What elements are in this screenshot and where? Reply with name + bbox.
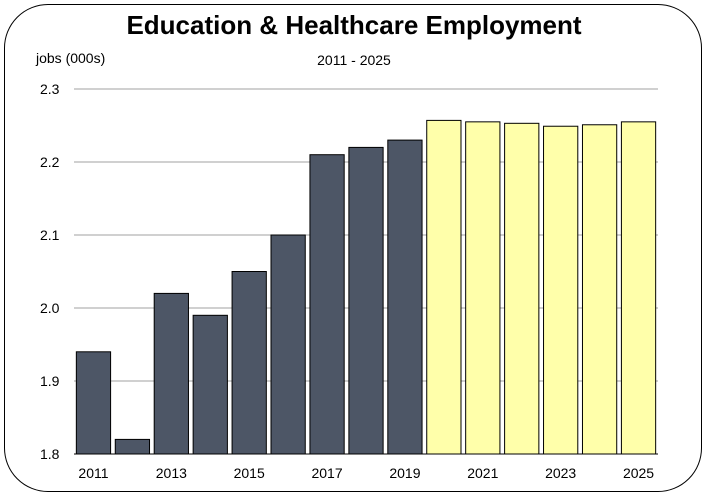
bar-2019 xyxy=(387,139,423,455)
bar-2013 xyxy=(153,292,189,455)
bar-2021 xyxy=(465,121,501,455)
y-tick-label: 1.8 xyxy=(40,446,60,462)
bar-2016 xyxy=(270,234,306,455)
x-tick-label: 2025 xyxy=(623,465,654,481)
y-axis-label: jobs (000s) xyxy=(36,50,106,66)
bar-2018 xyxy=(348,146,384,455)
y-tick-label: 2.0 xyxy=(40,300,60,316)
y-tick-labels: 1.8 1.9 2.0 2.1 2.2 2.3 xyxy=(40,81,60,462)
y-tick-label: 2.1 xyxy=(40,227,60,243)
bar-2025 xyxy=(620,121,657,455)
x-tick-label: 2017 xyxy=(311,465,342,481)
x-tick-label: 2013 xyxy=(156,465,187,481)
bar-2011 xyxy=(75,351,112,455)
bar-2015 xyxy=(231,271,267,455)
y-tick-label: 1.9 xyxy=(40,373,60,389)
bar-2017 xyxy=(309,154,345,455)
bar-2014 xyxy=(192,314,228,455)
x-tick-label: 2023 xyxy=(545,465,576,481)
y-tick-label: 2.2 xyxy=(40,154,60,170)
x-tick-labels: 2011 2013 2015 2017 2019 2021 2023 2025 xyxy=(78,465,654,481)
bar-2012 xyxy=(114,438,151,455)
chart-subtitle: 2011 - 2025 xyxy=(317,52,391,68)
x-tick-label: 2021 xyxy=(467,465,498,481)
bar-2024 xyxy=(581,124,618,455)
bar-2023 xyxy=(543,125,579,455)
x-tick-label: 2015 xyxy=(234,465,265,481)
bar-2020 xyxy=(426,119,462,455)
y-tick-label: 2.3 xyxy=(40,81,60,97)
x-tick-label: 2011 xyxy=(78,465,108,481)
bars xyxy=(75,119,657,455)
x-tick-label: 2019 xyxy=(389,465,420,481)
chart-title: Education & Healthcare Employment xyxy=(126,10,582,40)
bar-2022 xyxy=(504,122,540,455)
